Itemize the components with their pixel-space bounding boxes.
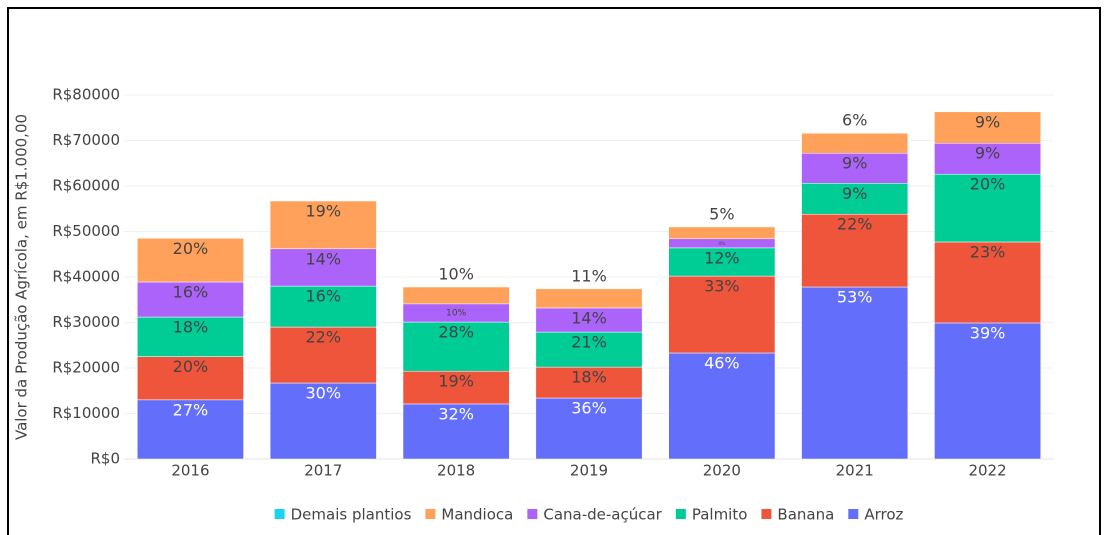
data-label: 53% (837, 288, 873, 307)
bar-segment (269, 285, 377, 328)
y-tick-label: R$10000 (52, 404, 120, 422)
bar-segment (934, 142, 1041, 175)
data-label: 46% (704, 353, 740, 372)
x-tick-label: 2018 (437, 462, 475, 480)
bar-segment (535, 397, 643, 460)
y-tick-label: R$0 (90, 450, 120, 468)
data-label: 18% (571, 368, 607, 387)
data-label: 14% (306, 249, 342, 268)
y-tick-label: R$40000 (52, 268, 120, 286)
data-label: 14% (571, 308, 607, 327)
bar-segment (137, 356, 244, 401)
data-label: 22% (837, 215, 873, 234)
legend-swatch (425, 509, 436, 519)
bar-segment (402, 286, 510, 305)
data-label: 11% (571, 266, 607, 285)
bar-segment (269, 248, 377, 287)
bar-segment (402, 403, 510, 460)
bar-segment (269, 200, 377, 250)
data-label: 19% (306, 202, 342, 221)
data-label: 10% (446, 308, 467, 318)
bar-segment (801, 152, 909, 184)
bar-segment (535, 307, 643, 333)
data-label: 32% (438, 404, 474, 423)
y-tick-label: R$80000 (52, 86, 120, 104)
data-label: 21% (571, 333, 607, 352)
data-label: 30% (306, 384, 342, 403)
bar-segment (668, 352, 776, 460)
legend-label: Banana (777, 506, 834, 524)
data-label: 20% (173, 357, 209, 376)
bar-segment (137, 316, 244, 357)
data-label: 9% (975, 112, 1000, 131)
y-tick-label: R$30000 (52, 313, 120, 331)
data-label: 6% (842, 111, 867, 130)
legend-swatch (675, 509, 686, 519)
bar-segment (269, 326, 377, 384)
x-tick-label: 2020 (703, 462, 741, 480)
x-tick-label: 2017 (304, 462, 342, 480)
data-label: 20% (970, 175, 1006, 194)
legend-label: Arroz (864, 506, 903, 524)
bar-segment (934, 173, 1041, 243)
bar-segment (402, 321, 510, 372)
data-label: 22% (306, 328, 342, 347)
bar-segment (801, 213, 909, 288)
data-label: 19% (438, 372, 474, 391)
data-label: 9% (975, 144, 1000, 163)
legend-swatch (274, 509, 285, 519)
data-label: 28% (438, 323, 474, 342)
bar-segment (801, 286, 909, 460)
bar-segment (402, 370, 510, 405)
legend-swatch (527, 509, 538, 519)
y-tick-label: R$70000 (52, 131, 120, 149)
data-label: 16% (173, 283, 209, 302)
bar-segment (535, 288, 643, 309)
legend-label: Mandioca (441, 506, 513, 524)
data-label: 36% (571, 399, 607, 418)
bar-segment (934, 111, 1041, 144)
x-tick-label: 2022 (968, 462, 1006, 480)
bar-segment (535, 366, 643, 399)
data-label: 12% (704, 248, 740, 267)
legend-label: Demais plantios (291, 506, 412, 524)
data-label: 27% (173, 400, 209, 419)
bar-segment (137, 238, 244, 283)
data-label: 23% (970, 242, 1006, 261)
bar-segment (269, 382, 377, 460)
bar-segment (668, 226, 776, 240)
bar-segment (934, 322, 1041, 460)
data-label: 39% (970, 323, 1006, 342)
x-tick-label: 2019 (570, 462, 608, 480)
bar-segment (934, 241, 1041, 324)
frame (7, 7, 1101, 535)
data-label: 18% (173, 318, 209, 337)
y-tick-label: R$60000 (52, 177, 120, 195)
bar-segment (801, 132, 909, 154)
x-tick-label: 2016 (171, 462, 209, 480)
legend-swatch (848, 509, 859, 519)
data-label: 9% (842, 154, 867, 173)
legend-label: Cana-de-açúcar (543, 506, 662, 524)
legend-swatch (761, 509, 772, 519)
bar-segment (668, 247, 776, 277)
legend: Demais plantios Mandioca Cana-de-açúcar Pal… (274, 506, 903, 524)
data-label: 5% (709, 204, 734, 223)
bar-segment (137, 281, 244, 318)
legend-label: Palmito (692, 506, 748, 524)
data-label: 20% (173, 239, 209, 258)
y-tick-label: R$50000 (52, 222, 120, 240)
data-label: 33% (704, 277, 740, 296)
x-tick-label: 2021 (836, 462, 874, 480)
data-label: 9% (842, 184, 867, 203)
y-axis-title: Valor da Produção Agrícola, em R$1.000,0… (13, 114, 31, 440)
y-tick-label: R$20000 (52, 359, 120, 377)
data-label: 16% (306, 287, 342, 306)
data-label: 10% (438, 265, 474, 284)
bar-segment (535, 331, 643, 368)
data-label: 4% (718, 241, 726, 247)
